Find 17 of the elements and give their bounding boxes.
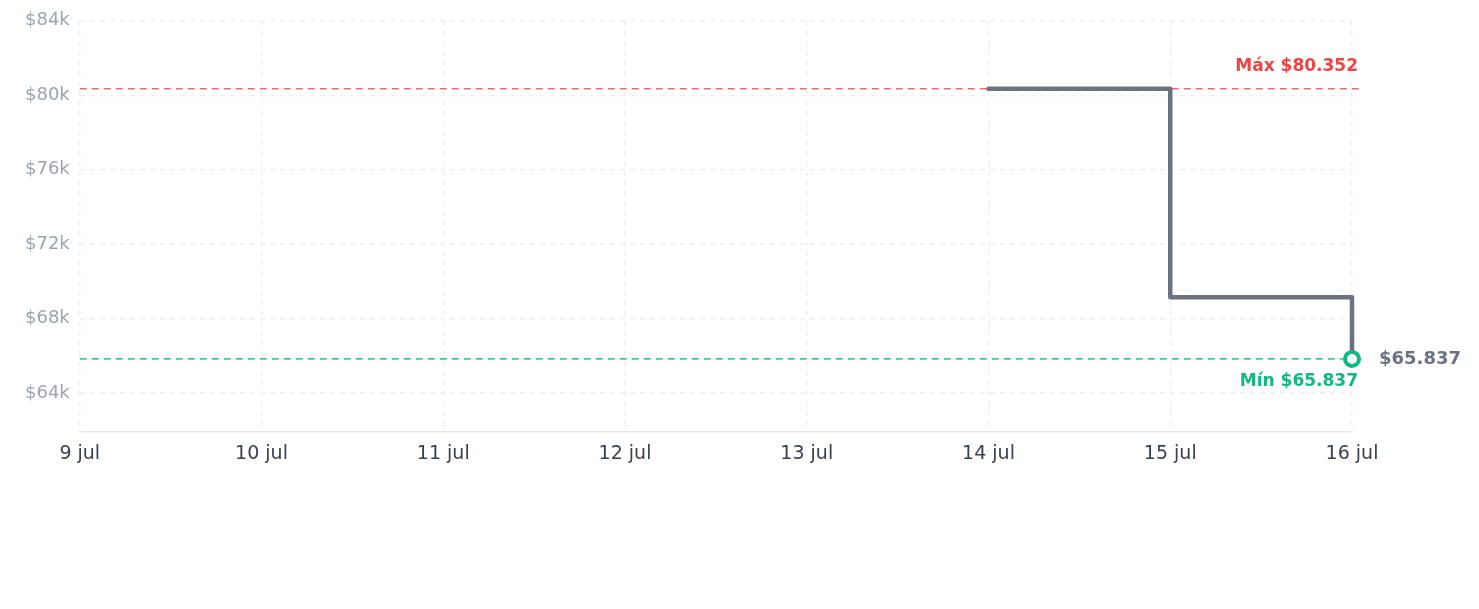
x-tick-label: 13 jul (780, 440, 834, 463)
x-tick-label: 16 jul (1325, 440, 1379, 463)
y-tick-label: $84k (25, 8, 71, 30)
ref-line-label: Mín $65.837 (1239, 369, 1358, 390)
x-tick-label: 9 jul (59, 440, 101, 463)
y-tick-label: $64k (25, 380, 71, 402)
x-tick-label: 15 jul (1143, 440, 1197, 463)
x-tick-label: 11 jul (416, 440, 470, 463)
x-tick-label: 10 jul (235, 440, 288, 463)
x-tick-label: 14 jul (962, 440, 1015, 463)
y-tick-label: $76k (25, 157, 71, 179)
x-tick-label: 12 jul (598, 440, 652, 463)
y-tick-label: $80k (25, 82, 71, 104)
y-tick-label: $72k (25, 231, 71, 253)
data-label: $65.837 (1379, 346, 1461, 368)
ref-line-label: Máx $80.352 (1235, 54, 1358, 75)
y-tick-label: $68k (25, 306, 71, 328)
